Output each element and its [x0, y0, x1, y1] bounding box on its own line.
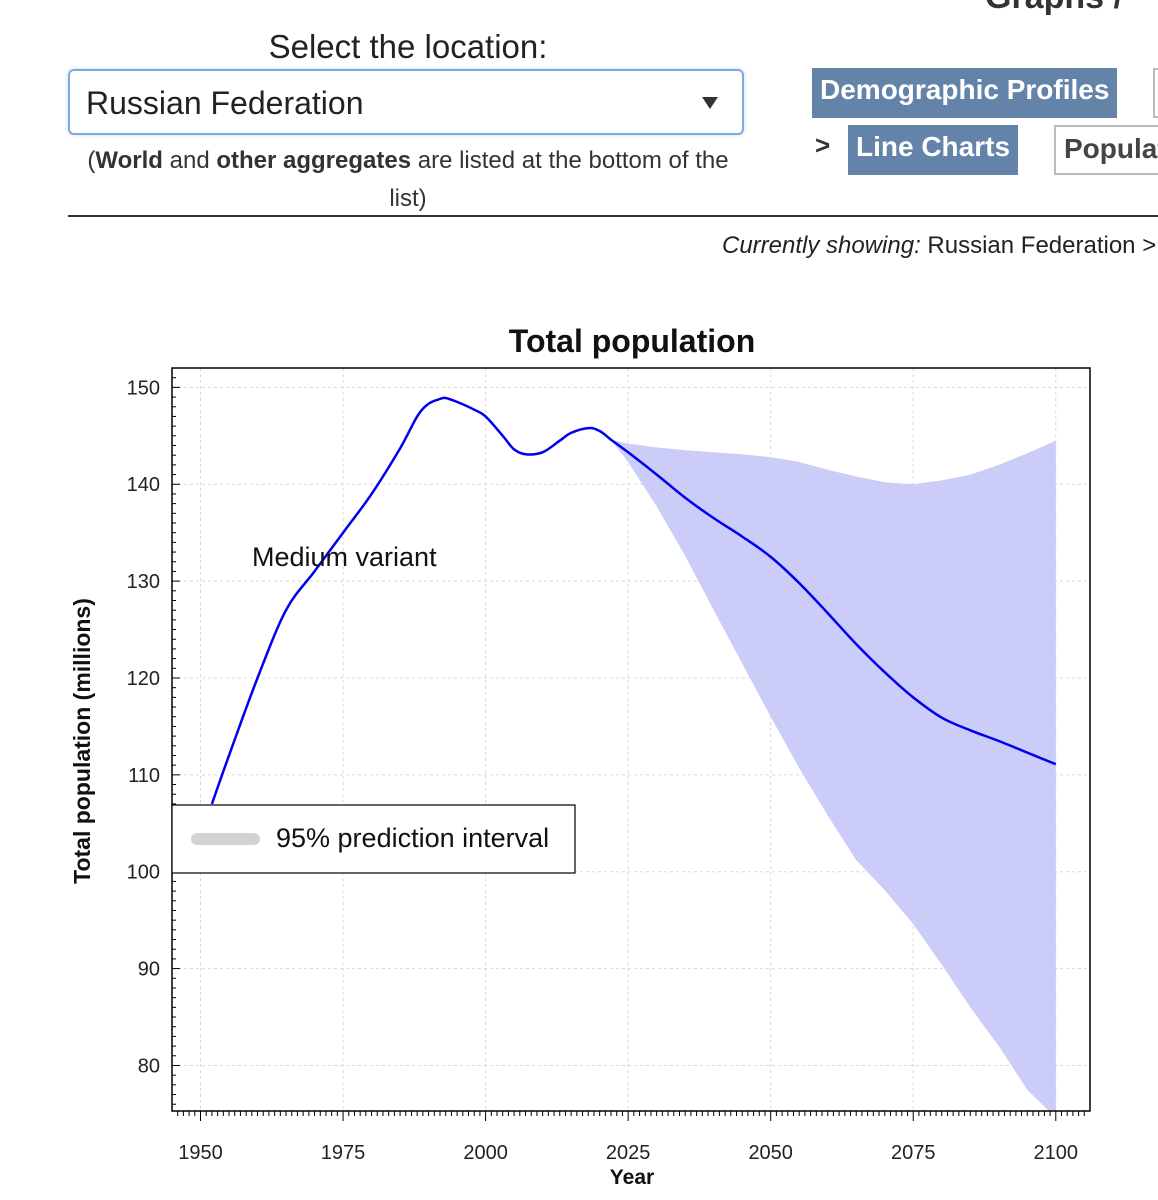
- x-tick-label: 2025: [606, 1142, 651, 1164]
- line-charts-button[interactable]: Line Charts: [848, 125, 1019, 175]
- y-tick-label: 80: [138, 1055, 160, 1077]
- location-label: Select the location:: [268, 28, 548, 65]
- y-tick-label: 110: [128, 765, 160, 787]
- chevron-down-icon: [702, 97, 718, 109]
- medium-variant-line: [210, 396, 1057, 805]
- x-tick-label: 2050: [748, 1142, 793, 1164]
- legend: 95% prediction interval: [171, 804, 576, 874]
- aggregates-note: (World and other aggregates are listed a…: [68, 142, 748, 218]
- page-heading-clipped: Graphs /: [985, 0, 1123, 17]
- prediction-interval-band: [611, 439, 1056, 1111]
- x-tick-label: 1975: [321, 1142, 366, 1164]
- x-tick-label: 2100: [1034, 1142, 1079, 1164]
- note-and: and: [162, 147, 217, 174]
- note-rest: are listed at the bottom of the list): [389, 147, 729, 212]
- legend-box: [171, 804, 576, 874]
- plot-frame: [171, 367, 1091, 1112]
- medium-variant-annotation: Medium variant: [252, 542, 437, 572]
- currently-showing-label: Currently showing:: [722, 232, 921, 259]
- breadcrumb-separator: >: [815, 130, 831, 160]
- x-tick-label: 1950: [178, 1142, 223, 1164]
- y-tick-label: 120: [127, 668, 160, 690]
- location-select[interactable]: Russian Federation: [68, 69, 744, 135]
- legend-label: 95% prediction interval: [276, 823, 549, 853]
- y-tick-label: 130: [127, 571, 160, 593]
- note-other-aggregates: other aggregates: [216, 147, 412, 174]
- currently-showing-value: Russian Federation >: [920, 232, 1157, 259]
- x-axis-label: Year: [610, 1166, 654, 1189]
- y-tick-label: 140: [127, 474, 160, 496]
- y-tick-label: 100: [127, 862, 160, 884]
- y-tick-label: 90: [138, 959, 160, 981]
- clipped-nav-button[interactable]: [1153, 68, 1158, 118]
- note-open-paren: (: [87, 147, 96, 174]
- population-button[interactable]: Population: [1054, 125, 1158, 175]
- y-axis-label: Total population (millions): [69, 598, 95, 884]
- plot-area: [210, 396, 1057, 1111]
- note-world: World: [95, 147, 163, 174]
- y-tick-label: 150: [127, 377, 160, 399]
- divider: [68, 215, 1158, 217]
- currently-showing: Currently showing: Russian Federation >: [722, 232, 1156, 260]
- demographic-profiles-button[interactable]: Demographic Profiles: [812, 68, 1118, 118]
- location-select-value: Russian Federation: [86, 85, 364, 121]
- chart-title: Total population: [509, 323, 755, 359]
- x-tick-label: 2075: [891, 1142, 936, 1164]
- total-population-chart: 80 90 100 110 120 130 140 150 1950 1975 2000 2025 20…: [69, 323, 1091, 1189]
- x-tick-label: 2000: [463, 1142, 508, 1164]
